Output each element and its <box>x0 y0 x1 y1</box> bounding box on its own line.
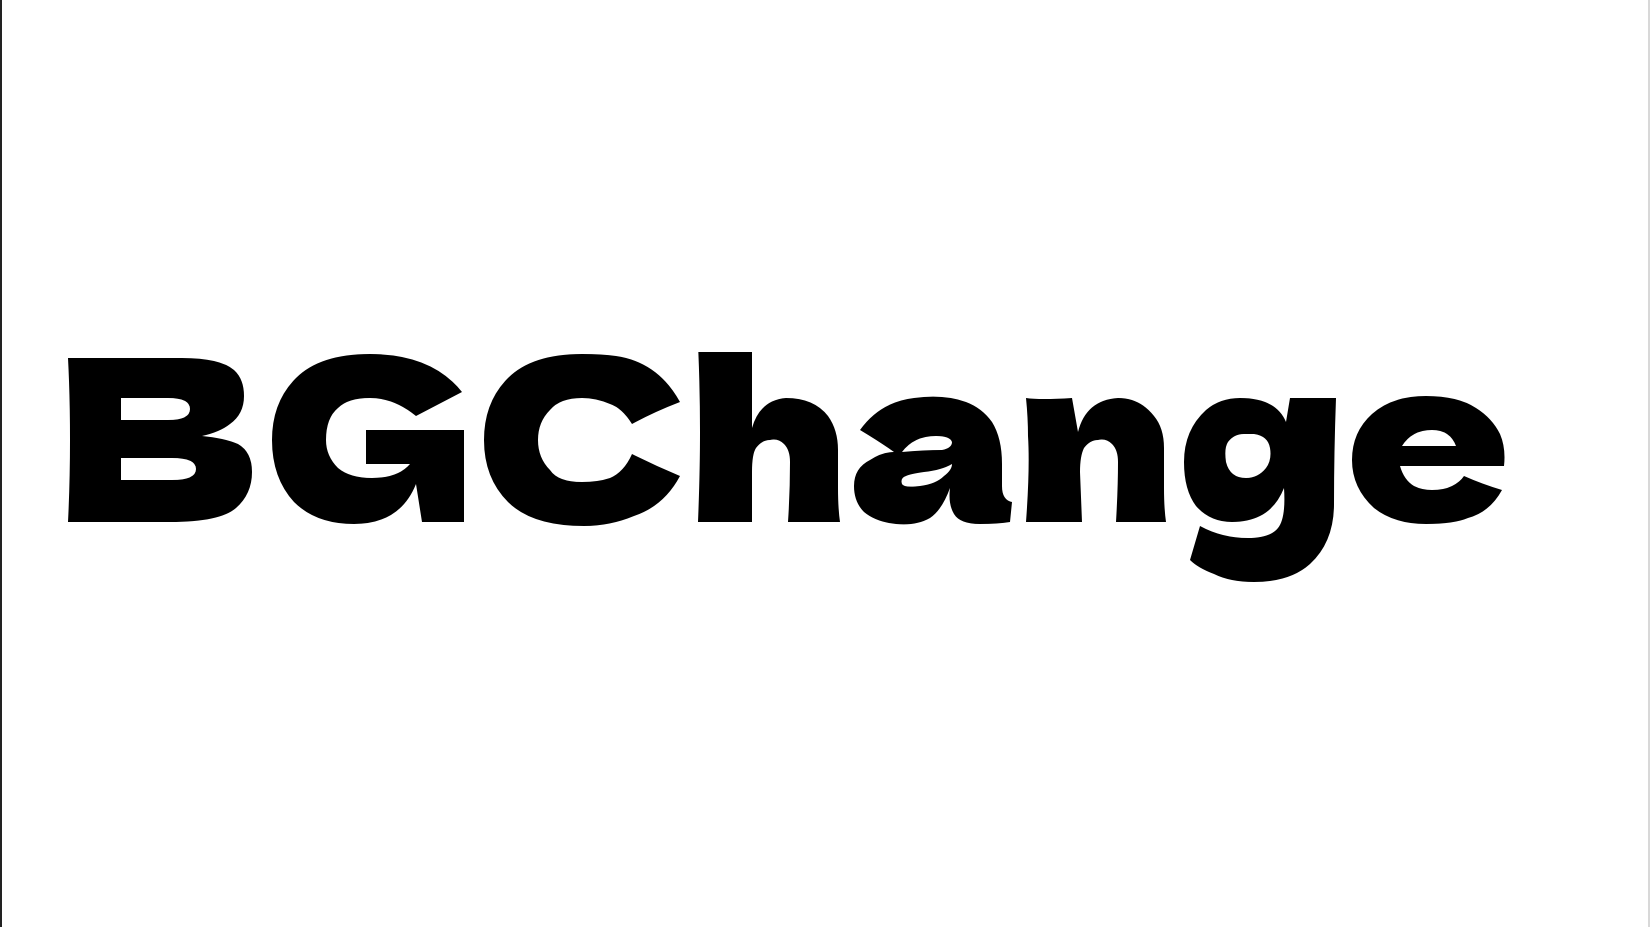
letter-g-lower <box>1184 398 1336 582</box>
letter-a <box>854 396 1012 525</box>
letter-c <box>484 354 680 526</box>
wordmark-logo-svg <box>68 352 1505 582</box>
left-edge-line <box>0 0 2 927</box>
letter-e <box>1352 396 1505 524</box>
letter-h <box>698 352 840 522</box>
right-edge-line <box>1648 0 1650 927</box>
letter-b <box>68 358 252 522</box>
letter-n <box>1026 398 1166 522</box>
letter-g-upper <box>272 354 464 524</box>
bgchange-wordmark <box>64 352 1590 620</box>
